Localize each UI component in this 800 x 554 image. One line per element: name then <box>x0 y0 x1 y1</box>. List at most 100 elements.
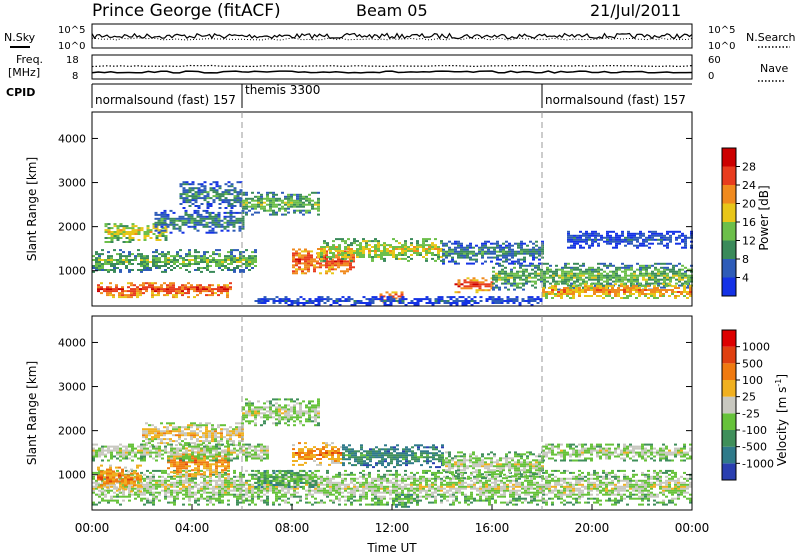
echo-cell <box>467 296 471 299</box>
echo-cell <box>576 236 579 239</box>
echo-cell <box>193 227 197 230</box>
echo-cell <box>494 493 497 496</box>
echo-cell <box>425 485 428 488</box>
echo-cell <box>158 475 161 478</box>
echo-cell <box>448 252 451 255</box>
echo-cell <box>205 231 209 234</box>
echo-cell <box>338 489 341 492</box>
echo-cell <box>292 270 295 273</box>
echo-cell <box>603 240 606 243</box>
echo-cell <box>494 481 497 484</box>
echo-cell <box>605 295 608 297</box>
echo-cell <box>293 491 296 494</box>
echo-cell <box>194 201 198 204</box>
echo-cell <box>125 485 128 488</box>
echo-cell <box>654 282 657 285</box>
echo-cell <box>169 290 172 293</box>
echo-cell <box>532 256 535 259</box>
echo-cell <box>359 300 363 302</box>
echo-cell <box>545 501 548 504</box>
echo-cell <box>521 300 525 302</box>
echo-cell <box>287 501 290 504</box>
echo-cell <box>338 483 341 486</box>
echo-cell <box>446 483 449 486</box>
echo-cell <box>458 483 461 486</box>
echo-cell <box>597 234 600 237</box>
echo-cell <box>683 285 686 288</box>
echo-cell <box>457 242 460 245</box>
echo-cell <box>584 295 587 297</box>
echo-cell <box>278 302 282 304</box>
echo-cell <box>179 257 182 260</box>
echo-cell <box>481 246 484 249</box>
echo-cell <box>488 298 492 301</box>
echo-cell <box>302 302 306 304</box>
echo-cell <box>466 287 470 290</box>
echo-cell <box>512 491 515 494</box>
echo-cell <box>164 235 168 237</box>
echo-cell <box>191 195 195 198</box>
echo-cell <box>98 257 101 260</box>
echo-cell <box>392 254 395 256</box>
echo-cell <box>567 234 570 237</box>
echo-cell <box>241 219 245 222</box>
echo-cell <box>648 274 651 277</box>
echo-cell <box>573 268 576 271</box>
echo-cell <box>299 199 302 202</box>
noise-tick-left-bottom: 10^0 <box>58 41 85 52</box>
echo-cell <box>359 254 362 256</box>
echo-cell <box>233 471 236 474</box>
echo-cell <box>349 266 352 269</box>
echo-cell <box>191 495 194 498</box>
echo-cell <box>398 501 401 504</box>
echo-cell <box>675 230 678 233</box>
echo-cell <box>469 244 472 247</box>
echo-cell <box>104 225 108 228</box>
echo-cell <box>407 475 410 478</box>
echo-cell <box>199 217 203 220</box>
echo-cell <box>98 489 101 492</box>
echo-cell <box>645 268 648 271</box>
echo-cell <box>404 477 407 480</box>
echo-cell <box>181 219 185 222</box>
echo-cell <box>323 493 326 496</box>
echo-cell <box>319 262 322 265</box>
echo-cell <box>290 205 293 208</box>
echo-cell <box>194 263 197 265</box>
echo-cell <box>245 205 248 208</box>
echo-cell <box>110 485 113 488</box>
echo-cell <box>98 261 101 263</box>
echo-cell <box>169 217 173 220</box>
echo-cell <box>167 253 170 256</box>
echo-cell <box>675 264 678 267</box>
echo-cell <box>500 479 503 482</box>
echo-cell <box>254 503 257 506</box>
echo-cell <box>576 242 579 245</box>
echo-cell <box>194 197 198 200</box>
echo-cell <box>254 207 257 210</box>
echo-cell <box>284 213 287 216</box>
echo-cell <box>584 287 587 289</box>
echo-cell <box>395 256 398 258</box>
echo-cell <box>140 229 144 232</box>
echo-cell <box>227 267 230 269</box>
echo-cell <box>555 274 558 277</box>
echo-cell <box>440 499 443 502</box>
echo-cell <box>428 246 431 248</box>
echo-cell <box>116 237 120 239</box>
echo-cell <box>606 230 609 233</box>
colorbar-tick-label: 28 <box>742 161 756 174</box>
echo-cell <box>362 493 365 496</box>
echo-cell <box>206 503 209 506</box>
echo-cell <box>496 250 499 253</box>
echo-cell <box>172 286 175 289</box>
echo-cell <box>190 288 193 291</box>
echo-cell <box>308 211 311 214</box>
echo-cell <box>371 479 374 482</box>
echo-cell <box>521 483 524 486</box>
echo-cell <box>654 262 657 265</box>
echo-cell <box>413 491 416 494</box>
echo-cell <box>314 489 317 492</box>
echo-cell <box>197 183 201 186</box>
echo-cell <box>320 256 323 258</box>
